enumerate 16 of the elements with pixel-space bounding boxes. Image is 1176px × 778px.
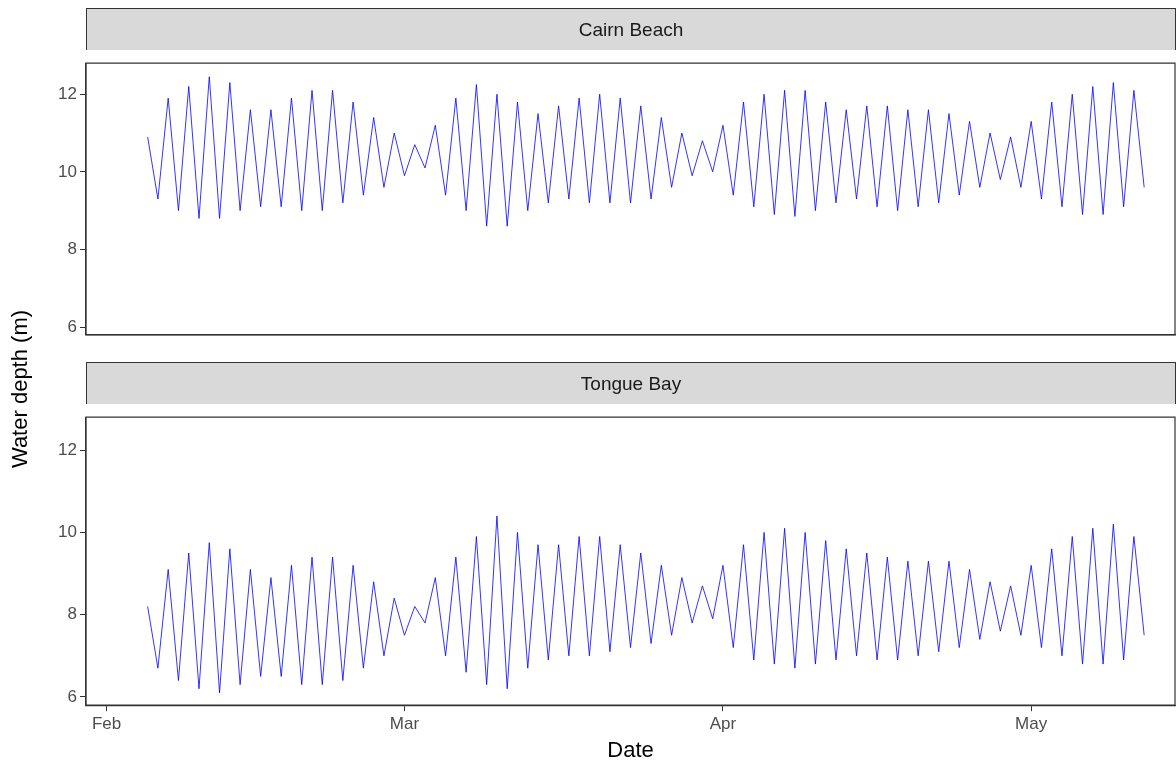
- y-tick-label: 8: [67, 604, 77, 624]
- x-tick-label: May: [1015, 714, 1048, 734]
- chart-title: Cairn Beach: [86, 8, 1176, 50]
- x-tick-label: Mar: [389, 714, 420, 734]
- y-tick-label: 10: [58, 522, 77, 542]
- chart-title: Tongue Bay: [86, 362, 1176, 404]
- y-tick-label: 12: [58, 439, 77, 459]
- y-tick-label: 6: [67, 686, 77, 706]
- x-axis-title: Date: [607, 736, 654, 762]
- y-tick-label: 10: [58, 161, 77, 181]
- y-tick-label: 8: [67, 239, 77, 259]
- y-axis-title: Water depth (m): [7, 309, 33, 469]
- x-tick-label: Feb: [91, 714, 122, 734]
- y-tick-label: 12: [58, 83, 77, 103]
- x-tick-label: Apr: [709, 714, 737, 734]
- y-tick-label: 6: [67, 316, 77, 336]
